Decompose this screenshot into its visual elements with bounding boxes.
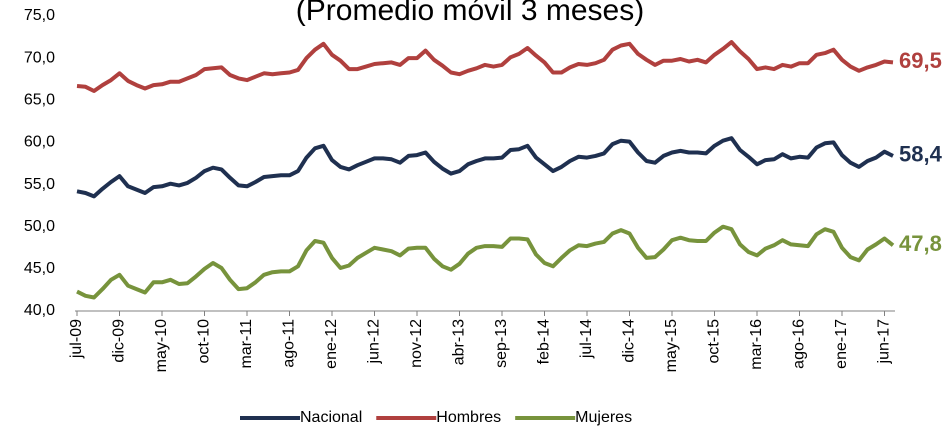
y-tick-label: 50,0 <box>24 218 55 235</box>
x-tick-label: ene-17 <box>833 319 850 369</box>
series-line <box>76 136 894 199</box>
chart-title: (Promedio móvil 3 meses) <box>296 0 644 27</box>
x-tick-label: nov-12 <box>408 319 425 368</box>
legend-label: Hombres <box>436 409 501 426</box>
series-line <box>76 224 895 300</box>
x-tick-label: abr-13 <box>451 319 468 365</box>
y-tick-label: 40,0 <box>24 302 55 319</box>
y-tick-label: 60,0 <box>24 134 55 151</box>
x-tick-label: dic-09 <box>111 319 128 363</box>
x-tick-label: may-15 <box>663 319 680 372</box>
series-line <box>76 40 894 93</box>
x-tick-label: jun-17 <box>876 319 893 365</box>
x-tick-label: ago-16 <box>791 319 808 369</box>
x-tick-label: jul-14 <box>578 319 595 359</box>
x-tick-label: oct-10 <box>196 319 213 364</box>
x-tick-label: ene-12 <box>323 319 340 369</box>
legend: Nacional Hombres Mujeres <box>240 409 632 426</box>
x-tick-label: oct-15 <box>706 319 723 364</box>
y-tick-label: 65,0 <box>24 92 55 109</box>
x-tick-label: dic-14 <box>621 319 638 363</box>
legend-label: Nacional <box>300 409 362 426</box>
x-tick-label: mar-16 <box>748 319 765 370</box>
x-tick-label: sep-13 <box>493 319 510 368</box>
end-label: 58,4 <box>899 142 943 167</box>
y-tick-label: 55,0 <box>24 176 55 193</box>
x-tick-label: jul-09 <box>68 319 85 359</box>
end-label: 47,8 <box>899 231 942 256</box>
end-label: 69,5 <box>899 48 942 73</box>
x-tick-label: mar-11 <box>238 319 255 369</box>
x-tick-label: feb-14 <box>536 319 553 364</box>
x-tick-label: may-10 <box>153 319 170 372</box>
x-tick-label: ago-11 <box>281 319 298 368</box>
x-tick-label: jun-12 <box>366 319 383 365</box>
y-tick-label: 75,0 <box>24 7 55 24</box>
legend-label: Mujeres <box>575 409 632 426</box>
y-tick-label: 45,0 <box>24 260 55 277</box>
y-tick-label: 70,0 <box>24 49 55 66</box>
